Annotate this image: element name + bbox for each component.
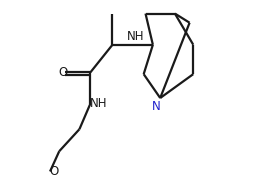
Text: O: O [58,66,68,79]
Text: N: N [152,100,161,113]
Text: O: O [49,165,58,178]
Text: NH: NH [90,97,107,110]
Text: NH: NH [127,30,144,43]
